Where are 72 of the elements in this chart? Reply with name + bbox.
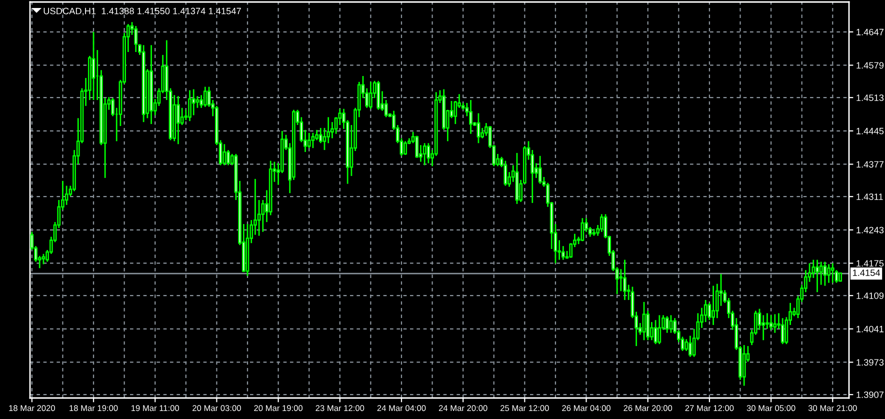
y-tick-label: 1.4311 — [856, 193, 883, 200]
x-tick-label: 26 Mar 20:00 — [624, 405, 672, 412]
candlestick — [538, 155, 542, 185]
y-tick-label: 1.4377 — [856, 161, 884, 168]
ref-line-label: 1.4154 — [852, 270, 880, 276]
candlestick — [222, 143, 226, 166]
candlestick — [642, 301, 646, 341]
candlestick — [762, 314, 766, 341]
candlestick — [742, 344, 746, 386]
x-tick-label: 30 Mar 05:00 — [746, 405, 796, 412]
text: USDCAD,H1 1.41388 1.41550 1.41374 1.41547 — [44, 8, 241, 16]
y-tick-label: 1.4243 — [856, 226, 884, 234]
candlestick — [192, 88, 196, 116]
y-tick-label: 1.4109 — [856, 292, 884, 299]
candlestick — [665, 315, 669, 334]
y-tick-label: 1.4041 — [856, 326, 884, 332]
candlestick — [476, 112, 480, 144]
candlestick — [654, 319, 658, 345]
candlestick — [311, 132, 315, 149]
x-tick-label: 18 Mar 19:00 — [70, 405, 118, 412]
candlestick — [369, 81, 372, 110]
candlestick — [426, 142, 430, 164]
candlestick — [134, 25, 138, 53]
x-tick-label: 26 Mar 04:00 — [562, 405, 610, 412]
candlestick — [64, 185, 68, 206]
x-tick-label: 23 Mar 12:00 — [316, 405, 364, 412]
candlestick — [816, 259, 819, 293]
candlestick — [307, 132, 311, 149]
candlestick — [773, 314, 777, 334]
x-tick-label: 24 Mar 20:00 — [438, 405, 488, 412]
x-tick-label: 24 Mar 04:00 — [377, 405, 426, 412]
y-tick-label: 1.4579 — [856, 62, 884, 69]
x-tick-label: 19 Mar 11:00 — [132, 405, 180, 412]
candlestick — [823, 261, 827, 286]
candlestick — [196, 95, 200, 109]
candlestick — [712, 285, 715, 326]
candlestick — [203, 86, 207, 108]
y-tick-label: 1.4445 — [856, 128, 884, 134]
candlestick — [200, 94, 203, 109]
candlestick — [42, 253, 46, 265]
candlestick — [92, 31, 96, 101]
candlestick — [580, 217, 584, 242]
x-tick-label: 30 Mar 21:00 — [808, 405, 857, 412]
candlestick — [188, 90, 192, 122]
candlestick — [415, 135, 419, 159]
candlestick — [827, 264, 830, 284]
candlestick — [669, 314, 673, 334]
candlestick — [623, 259, 626, 301]
candlestick — [766, 312, 769, 330]
candlestick — [688, 335, 692, 358]
x-tick-label: 20 Mar 19:00 — [254, 405, 303, 412]
y-tick-label: 1.4513 — [856, 94, 884, 101]
candlestick — [330, 121, 334, 139]
candlestick — [769, 314, 773, 331]
y-tick-label: 1.3907 — [856, 391, 884, 398]
x-tick-label: 18 Mar 2020 — [9, 405, 55, 412]
candlestick — [226, 149, 230, 166]
candlestick — [469, 99, 472, 135]
candlestick — [422, 142, 426, 166]
x-tick-label: 27 Mar 12:00 — [685, 405, 734, 412]
candlestick — [404, 140, 408, 156]
y-tick-label: 1.4175 — [856, 260, 884, 267]
x-tick-label: 25 Mar 12:00 — [500, 405, 549, 412]
candlestick — [180, 107, 184, 126]
candlestick — [176, 95, 180, 145]
candlestick — [780, 317, 784, 345]
candlestick — [658, 314, 662, 345]
x-tick-label: 20 Mar 03:00 — [192, 405, 241, 412]
y-tick-label: 1.4647 — [856, 28, 884, 36]
y-tick-label: 1.3973 — [856, 359, 884, 366]
candlestick — [830, 262, 834, 284]
candlestick — [504, 160, 508, 186]
